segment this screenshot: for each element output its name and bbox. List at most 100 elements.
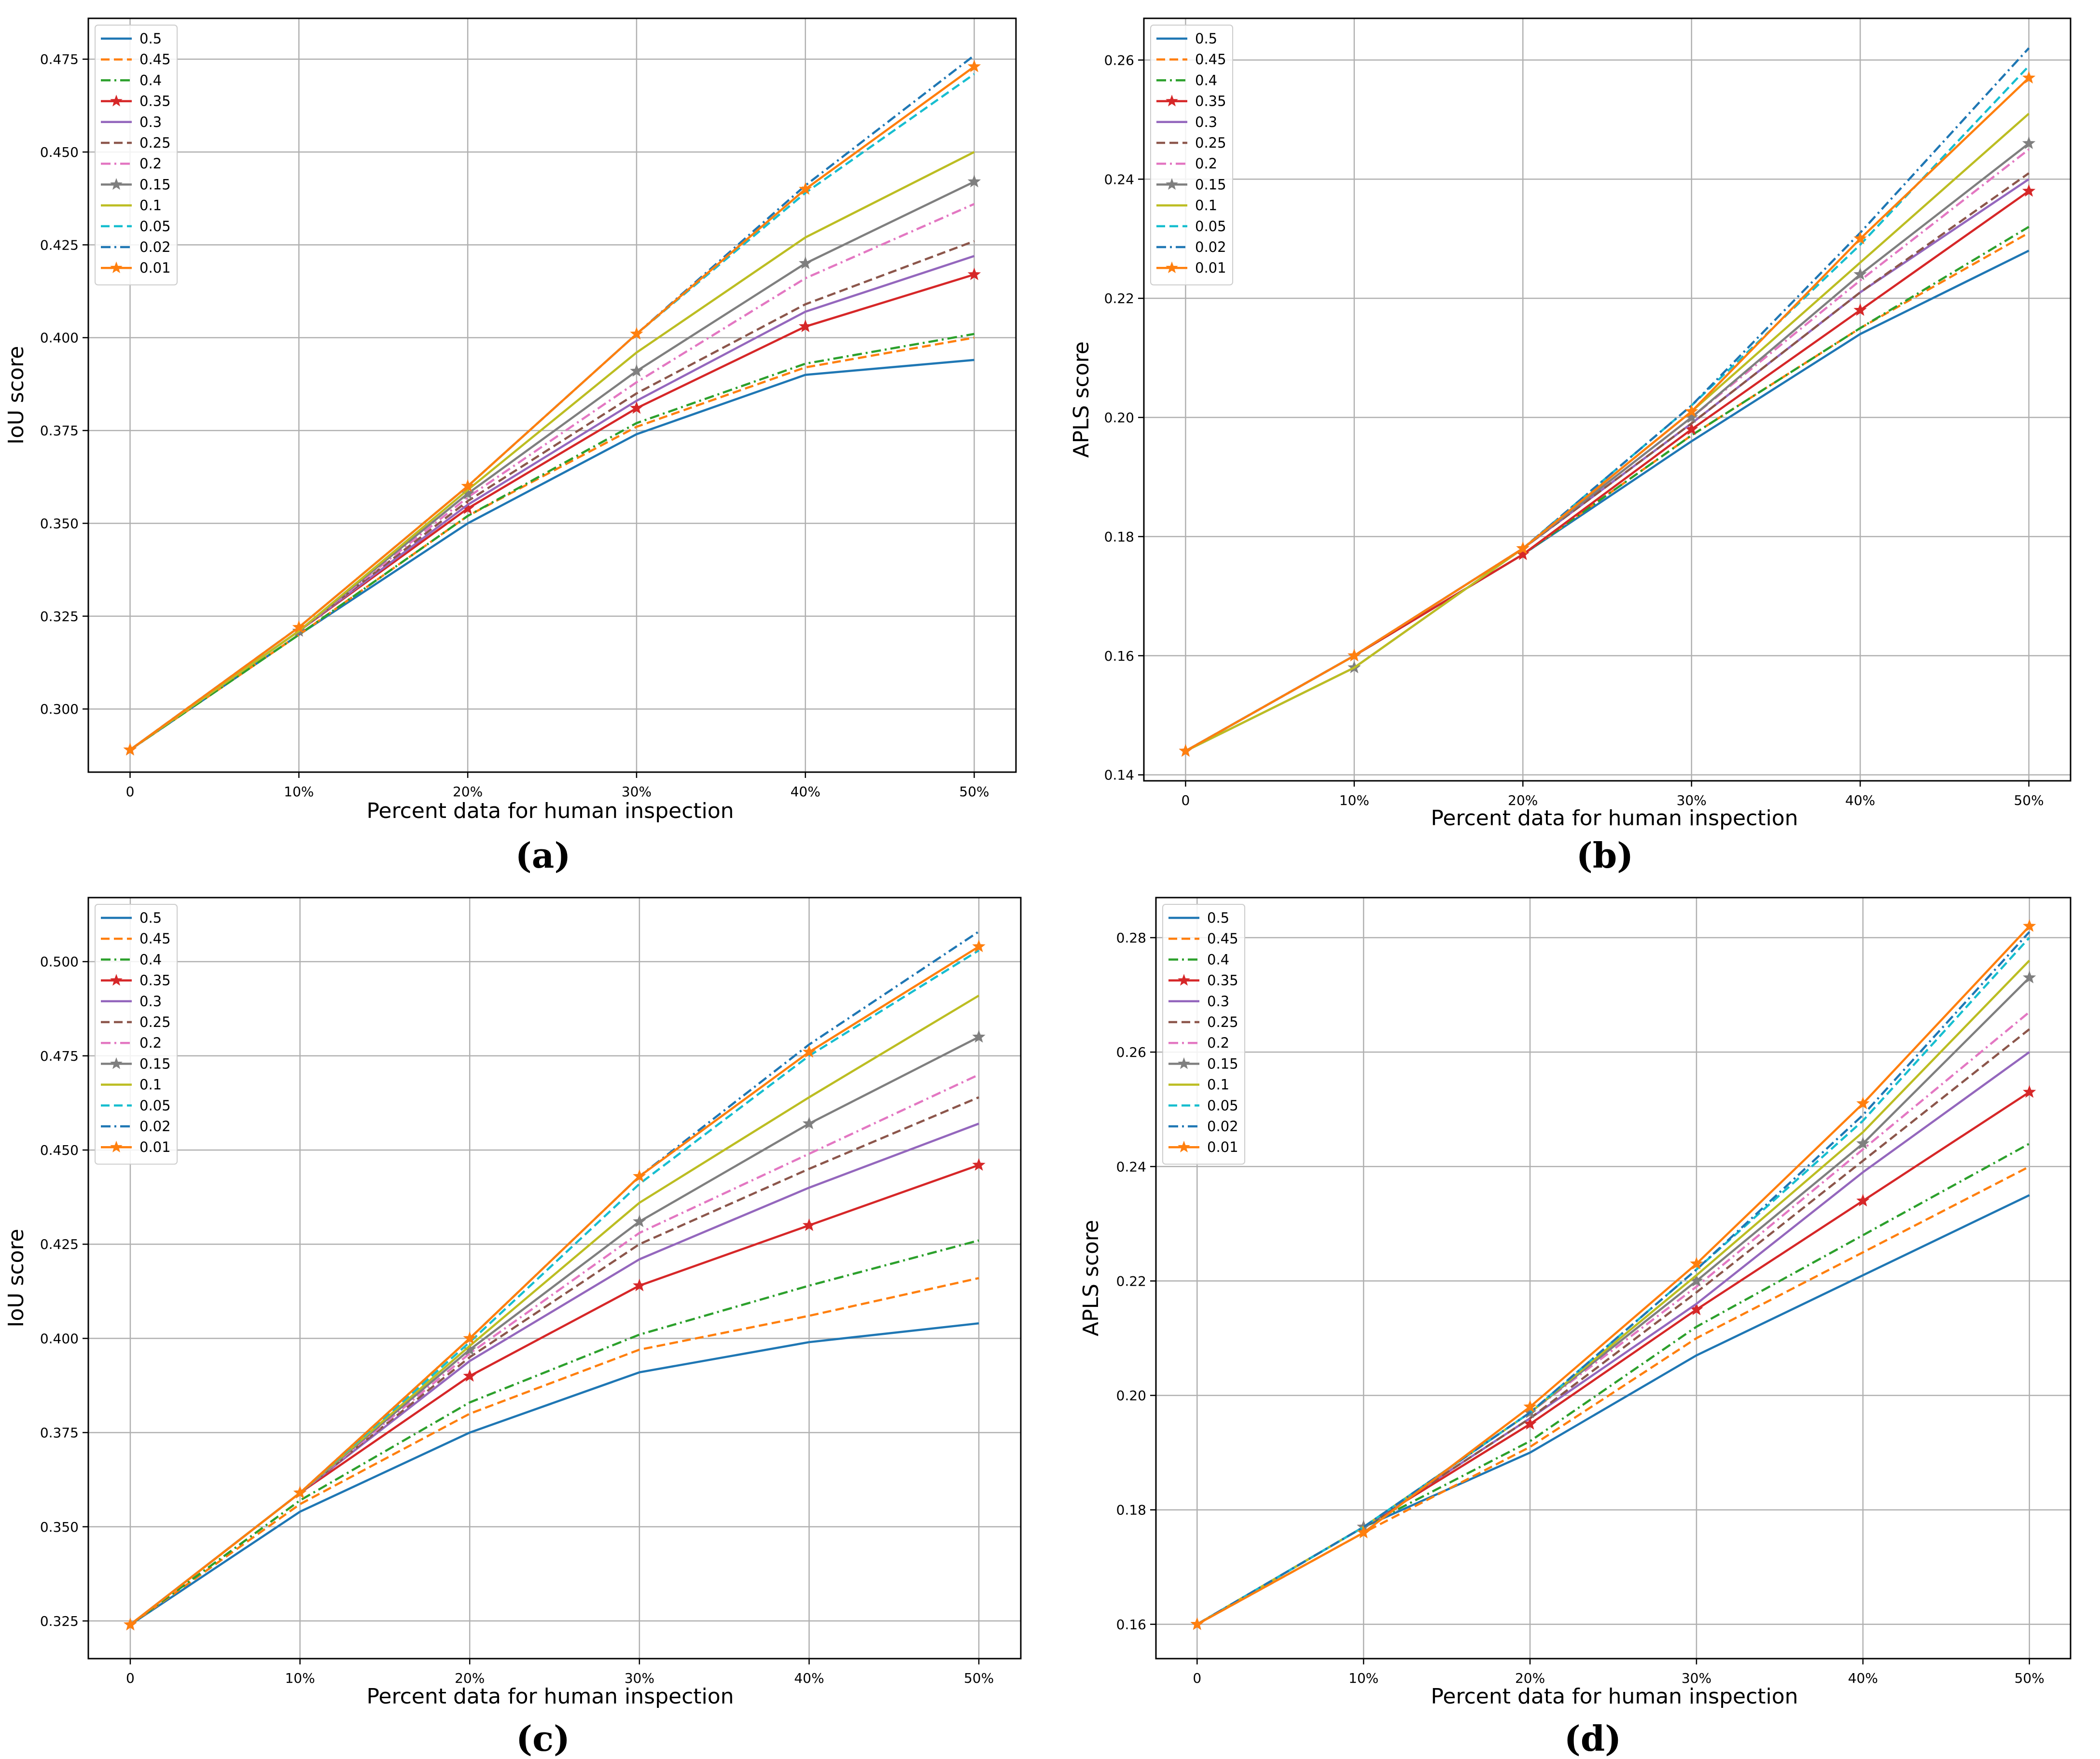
series-line-0.02 [129,930,980,1626]
legend: 0.5 0.45 0.4 0.35 0.3 0.25 0.2 0.15 0.1 0.05 0.02 0… [1150,25,1233,286]
y-tick-label: 0.350 [40,515,79,531]
series-marker-0.15 [972,1030,986,1043]
series-marker-0.15 [463,1343,476,1356]
series-marker-0.15 [633,1214,646,1228]
y-tick-label: 0.475 [40,1048,79,1064]
legend-box [1150,25,1233,286]
series-marker-0.01 [1690,1257,1703,1270]
series-marker-0.15 [967,175,981,188]
legend-marker-0.01 [1166,261,1178,274]
series-line-0.25 [129,240,975,751]
plot-frame [1155,897,2072,1660]
legend-label-0.15: 0.15 [1195,176,1226,193]
series-marker-0.15 [2022,136,2036,149]
series-marker-0.35 [633,1278,646,1291]
series-marker-0.01 [798,182,812,195]
legend-label-0.4: 0.4 [139,72,162,88]
legend-label-0.25: 0.25 [139,135,171,151]
series-marker-0.01 [967,59,981,72]
legend-label-0.35: 0.35 [139,93,171,110]
legend-label-0.25: 0.25 [139,1014,171,1030]
y-axis-label: IoU score [4,346,28,444]
legend-label-0.5: 0.5 [1195,30,1217,47]
series-marker-0.01 [461,479,474,492]
legend-label-0.2: 0.2 [139,1035,162,1051]
legend-label-0.2: 0.2 [1195,155,1217,172]
legend-label-0.3: 0.3 [139,114,162,130]
x-tick-label: 10% [1339,792,1369,808]
x-tick-label: 50% [2015,1670,2044,1686]
series-marker-0.01 [123,743,137,756]
x-tick-label: 50% [959,784,989,800]
series-line-0.02 [1185,47,2030,752]
series-marker-0.15 [798,256,812,269]
legend-marker-0.01 [110,261,123,274]
y-tick-label: 0.375 [40,1425,79,1441]
y-tick-label: 0.22 [1104,291,1134,306]
legend-label-0.1: 0.1 [139,1077,162,1093]
series-marker-0.01 [124,1618,137,1631]
series-marker-0.01 [1179,744,1193,757]
legend-label-0.35: 0.35 [139,972,171,989]
plot-frame [1143,17,2072,782]
legend-label-0.05: 0.05 [139,1097,171,1114]
legend-box [95,25,178,286]
series-line-0.45 [129,1277,979,1626]
series-line-0.4 [129,1239,979,1626]
panel-label-b: (b) [1576,835,1634,876]
legend-marker-0.35 [110,95,123,107]
series-marker-0.35 [630,401,643,414]
legend-label-0.02: 0.02 [139,239,171,255]
series-line-0.25 [129,1096,979,1626]
legend-marker-0.15 [110,1057,123,1069]
series-marker-0.15 [461,486,474,499]
legend-marker-0.15 [110,178,123,190]
y-tick-label: 0.325 [40,609,79,624]
y-tick-label: 0.20 [1116,1388,1146,1404]
y-tick-label: 0.16 [1104,648,1134,664]
series-line-0.5 [1185,249,2030,752]
legend-label-0.01: 0.01 [139,260,171,276]
legend-label-0.01: 0.01 [1195,260,1226,276]
y-tick-label: 0.28 [1116,930,1146,946]
x-tick-label: 10% [285,1670,315,1686]
series-marker-0.15 [802,1116,816,1130]
y-tick-label: 0.18 [1104,529,1134,545]
series-marker-0.01 [292,620,306,633]
y-tick-label: 0.325 [40,1613,79,1629]
x-tick-label: 30% [625,1670,654,1686]
x-tick-label: 0 [1181,792,1190,808]
plot-frame [87,897,1022,1660]
series-line-0.35 [129,1164,979,1626]
legend-label-0.15: 0.15 [139,1055,171,1072]
series-marker-0.01 [1856,1096,1870,1109]
y-tick-label: 0.475 [40,52,79,68]
y-axis-label: APLS score [1079,1220,1103,1336]
legend-label-0.02: 0.02 [1207,1118,1238,1135]
panel-label-c: (c) [516,1718,570,1759]
x-tick-label: 40% [1845,792,1875,808]
series-line-0.3 [129,255,975,751]
x-tick-label: 0 [1193,1670,1201,1686]
x-tick-label: 20% [1515,1670,1545,1686]
series-line-0.01 [1196,925,2030,1625]
legend-marker-0.01 [110,1140,123,1153]
series-marker-0.35 [2023,1085,2036,1098]
legend: 0.5 0.45 0.4 0.35 0.3 0.25 0.2 0.15 0.1 0.05 0.02 0… [1162,904,1245,1165]
series-line-0.1 [129,151,975,751]
legend-label-0.45: 0.45 [139,930,171,947]
legend-label-0.2: 0.2 [1207,1035,1229,1051]
legend-label-0.01: 0.01 [1207,1139,1238,1155]
legend-label-0.45: 0.45 [1195,51,1226,68]
x-tick-label: 30% [1682,1670,1711,1686]
legend-label-0.05: 0.05 [1195,218,1226,235]
series-marker-0.35 [967,267,981,280]
x-tick-label: 30% [622,784,652,800]
series-marker-0.15 [2023,970,2036,983]
x-tick-label: 50% [2014,792,2044,808]
series-marker-0.01 [293,1486,307,1499]
series-line-0.45 [129,336,974,751]
legend-label-0.01: 0.01 [139,1139,171,1155]
series-marker-0.35 [1856,1193,1870,1207]
legend-label-0.5: 0.5 [1207,910,1229,926]
